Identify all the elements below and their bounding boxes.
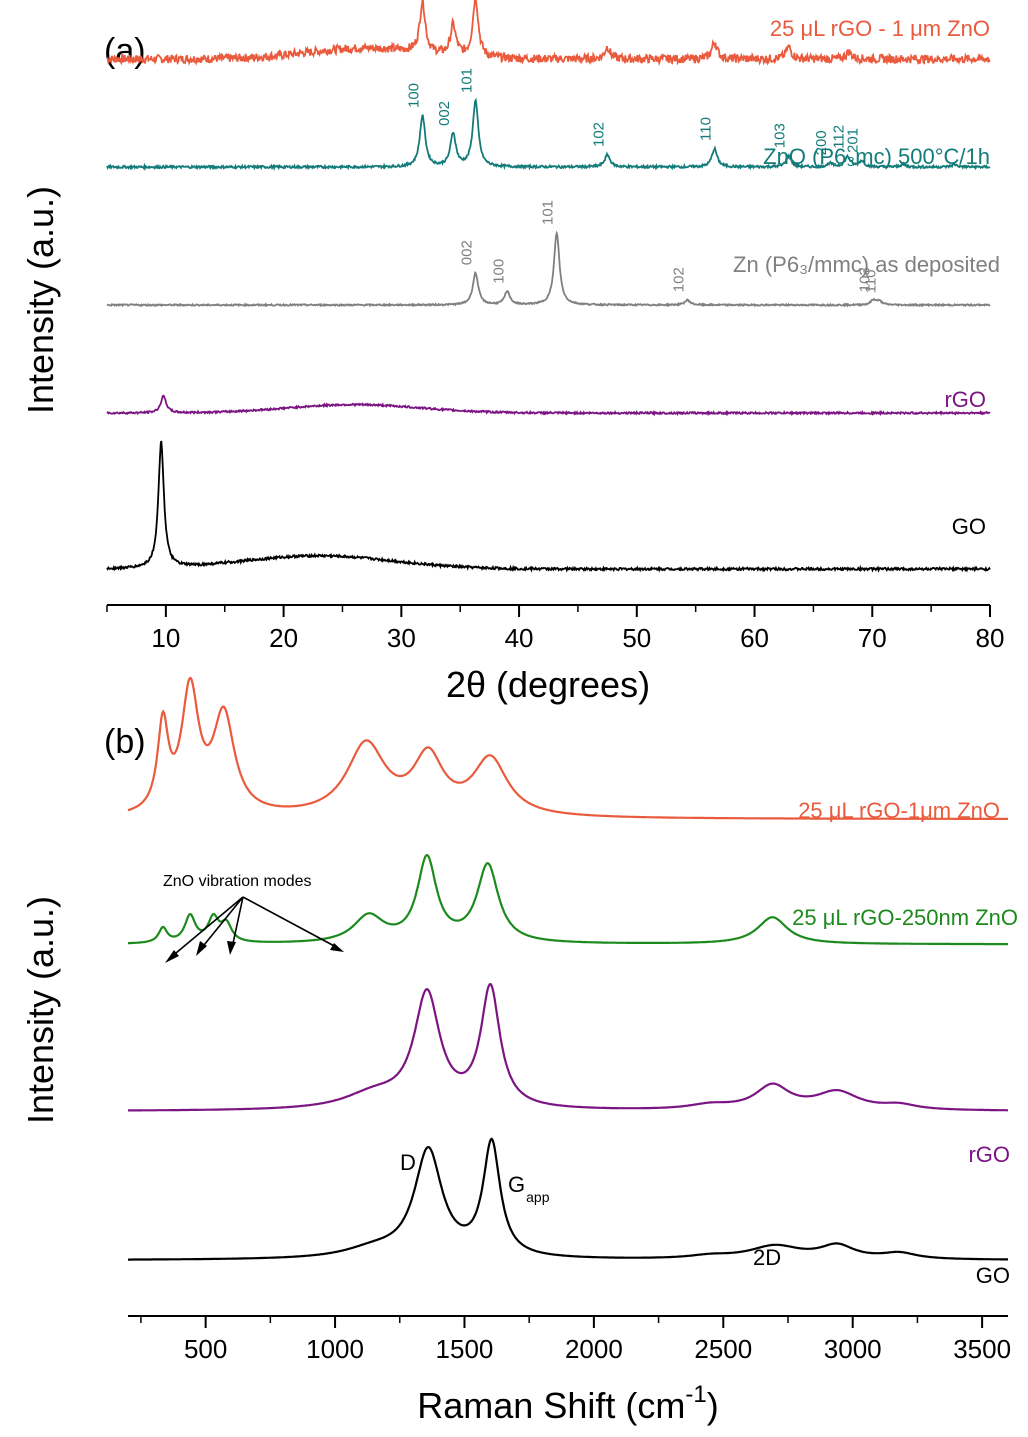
raman-series-labels: 25 μL rGO-1μm ZnO 25 μL rGO-250nm ZnO rGO G…: [792, 798, 1018, 1288]
miller-index-label: 110: [698, 117, 715, 141]
xrd-label-zno-p6-mc-500-c-1h: ZnO (P6₃mc) 500°C/1h: [763, 144, 990, 169]
miller-index-label: 102: [590, 122, 607, 147]
miller-index-label: 100: [406, 83, 423, 108]
raman-tick-label: 2000: [565, 1334, 623, 1364]
raman-label-go: GO: [976, 1263, 1010, 1288]
xrd-panel: (a) 10 20 30 40 50 60 70 80 25 μL rGO - 1 μm Zn…: [20, 0, 1004, 705]
xrd-tick-label: 60: [740, 623, 769, 653]
miller-index-label: 103: [772, 123, 789, 148]
xrd-tick-label: 80: [976, 623, 1005, 653]
raman-tick-label: 1500: [436, 1334, 494, 1364]
g-band-label-sub: app: [526, 1189, 550, 1205]
raman-series-go: [128, 1139, 1008, 1260]
g-band-label: Gapp: [508, 1172, 550, 1205]
xrd-label-rgo: rGO: [944, 387, 986, 412]
d-band-label: D: [400, 1150, 416, 1175]
raman-label-25-l-rgo-250nm-zno: 25 μL rGO-250nm ZnO: [792, 905, 1018, 930]
raman-panel: (b) 500 1000 1500 2000 2500 3000 3500 25 μL rG…: [20, 678, 1018, 1426]
miller-index-label: 110: [862, 269, 879, 293]
xrd-tick-label: 40: [505, 623, 534, 653]
miller-index-label: 100: [490, 259, 507, 284]
miller-index-label: 101: [540, 200, 557, 225]
miller-index-label: 200: [813, 130, 830, 155]
raman-series-25-l-rgo-250nm-zno: [128, 855, 1008, 944]
xrd-x-axis-title: 2θ (degrees): [446, 664, 650, 705]
2d-band-label: 2D: [753, 1245, 781, 1270]
xrd-series-rgo: [107, 396, 990, 414]
xrd-tick-label: 70: [858, 623, 887, 653]
xrd-tick-label: 30: [387, 623, 416, 653]
raman-x-axis-title-main: Raman Shift (cm: [417, 1385, 685, 1426]
miller-index-label: 102: [670, 267, 687, 292]
xrd-label-go: GO: [952, 514, 986, 539]
raman-label-25-l-rgo-1-m-zno: 25 μL rGO-1μm ZnO: [798, 798, 1000, 823]
raman-tick-label: 3000: [824, 1334, 882, 1364]
xrd-label-25-l-rgo-1-m-zno: 25 μL rGO - 1 μm ZnO: [770, 16, 990, 41]
miller-index-label: 002: [459, 240, 476, 265]
xrd-series-go: [107, 441, 990, 570]
xrd-x-ticks: 10 20 30 40 50 60 70 80: [107, 605, 1004, 653]
raman-tick-label: 2500: [694, 1334, 752, 1364]
raman-tick-label: 500: [184, 1334, 227, 1364]
raman-tick-label: 3500: [953, 1334, 1011, 1364]
raman-series-rgo: [128, 984, 1008, 1110]
zno-mode-arrows: [165, 897, 344, 963]
panel-b-label: (b): [104, 723, 146, 761]
xrd-tick-label: 10: [151, 623, 180, 653]
xrd-tick-label: 50: [622, 623, 651, 653]
raman-x-axis-title-tail: ): [707, 1385, 719, 1426]
g-band-label-main: G: [508, 1172, 525, 1197]
raman-tick-label: 1000: [306, 1334, 364, 1364]
miller-index-label: 002: [436, 101, 453, 126]
raman-series-group: [128, 678, 1008, 1260]
raman-y-axis-title: Intensity (a.u.): [20, 896, 61, 1124]
xrd-y-axis-title: Intensity (a.u.): [20, 186, 61, 414]
raman-x-ticks: 500 1000 1500 2000 2500 3000 3500: [141, 1316, 1011, 1364]
arrow-3-head: [227, 941, 236, 955]
xrd-tick-label: 20: [269, 623, 298, 653]
raman-x-axis-title: Raman Shift (cm-1): [417, 1381, 718, 1426]
raman-label-rgo: rGO: [968, 1142, 1010, 1167]
miller-index-label: 201: [845, 128, 862, 153]
raman-x-axis-title-sup: -1: [685, 1381, 706, 1408]
panel-a-label: (a): [104, 32, 146, 70]
zno-modes-annotation: ZnO vibration modes: [163, 873, 312, 890]
miller-index-label: 101: [459, 68, 476, 93]
